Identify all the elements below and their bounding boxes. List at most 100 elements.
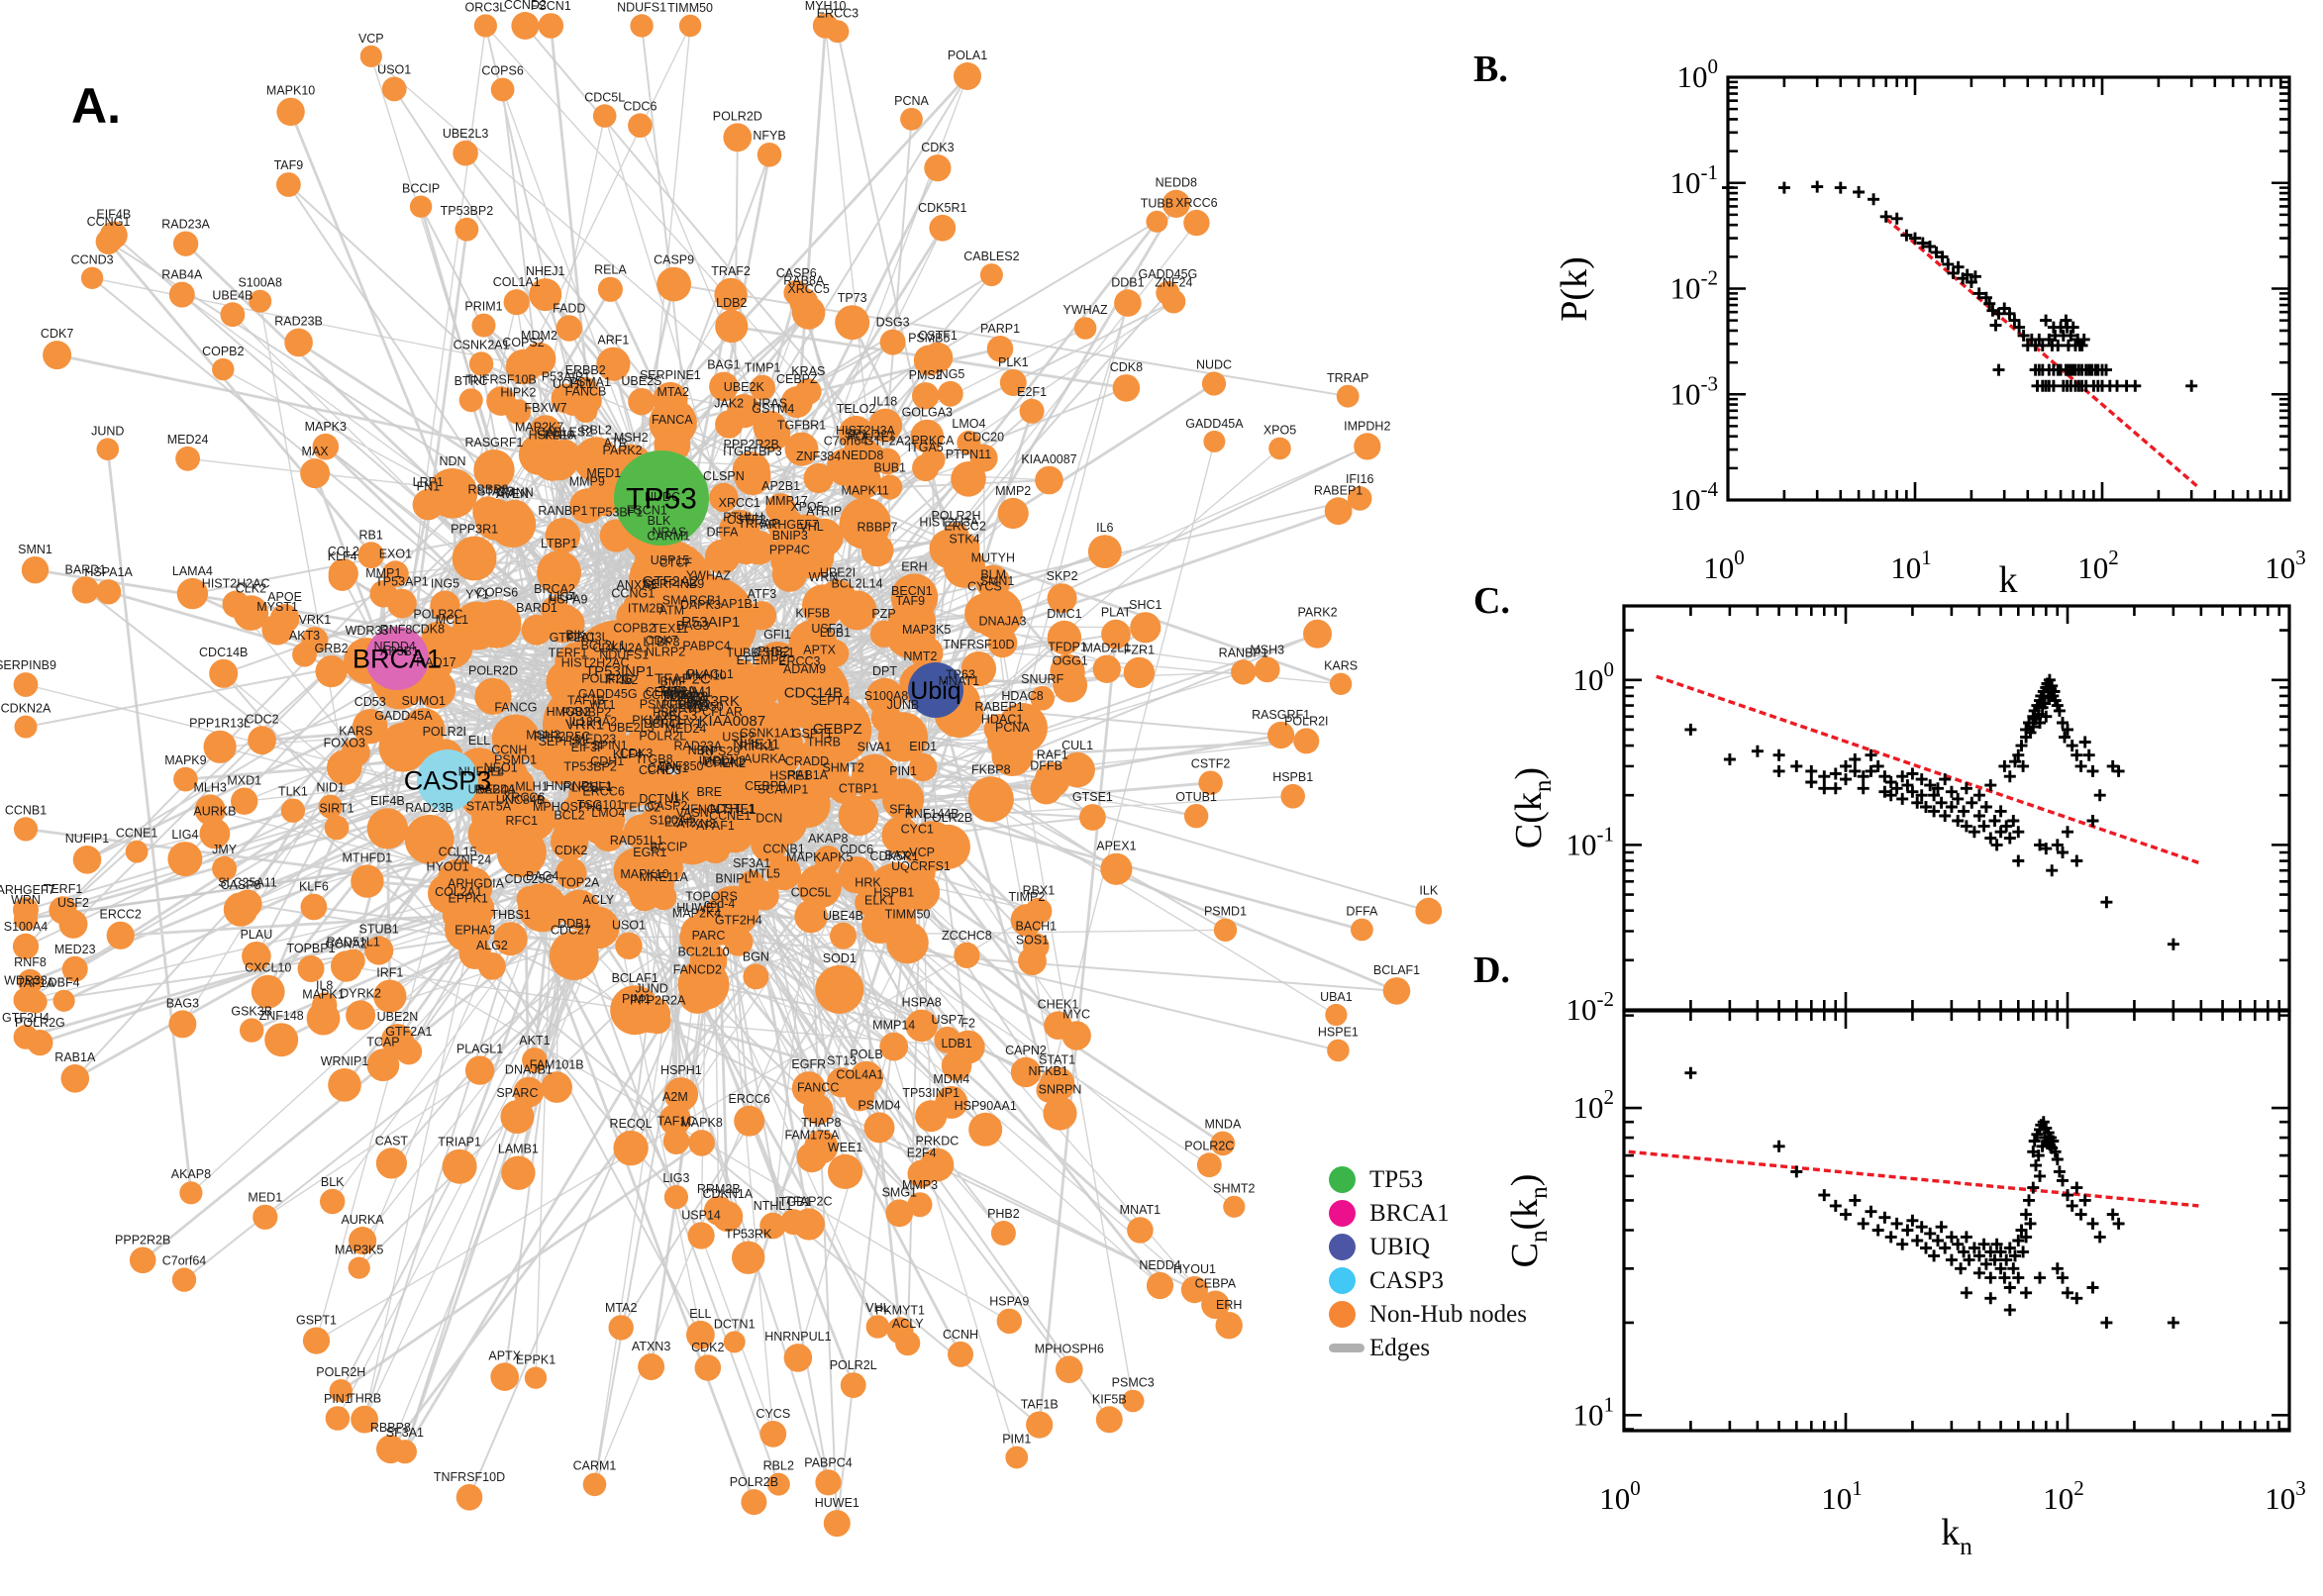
- network-node: [725, 611, 755, 641]
- network-node-label: BNIPL: [715, 872, 751, 886]
- network-node-label: HSPA1A: [84, 565, 133, 579]
- legend-item-ubiq: UBIQ: [1329, 1234, 1527, 1260]
- network-node-label: TP53BP1: [590, 505, 644, 519]
- network-node-label: SF3A1: [733, 856, 770, 870]
- network-node-label: XPO5: [790, 500, 823, 514]
- network-node-label: CCNA2: [326, 937, 367, 950]
- network-node: [1254, 656, 1280, 683]
- network-node: [327, 749, 362, 785]
- network-node-label: KIF5B: [1092, 1392, 1127, 1406]
- network-node: [1010, 1056, 1042, 1088]
- network-node-label: CDC2: [246, 712, 279, 726]
- network-node-label: GTF2A2: [643, 573, 699, 590]
- network-node: [723, 1331, 746, 1353]
- network-node-label: TIMP2: [1008, 890, 1045, 904]
- network-node: [838, 795, 879, 837]
- axis-tick-label: 100: [1677, 54, 1719, 94]
- network-node-label: ACLY: [892, 1317, 924, 1331]
- network-node-label: RAB4A: [475, 782, 517, 796]
- network-node: [382, 560, 409, 588]
- axis-tick-label: 101: [1573, 1392, 1615, 1432]
- legend-item-label: CASP3: [1369, 1267, 1445, 1294]
- network-node: [248, 726, 276, 755]
- network-node: [1034, 761, 1070, 798]
- network-node: [759, 1421, 787, 1447]
- network-node: [1203, 430, 1226, 452]
- network-node-label: MED23: [54, 943, 96, 956]
- network-node-label: MAPK3: [305, 420, 347, 434]
- network-node-label: MSH2: [614, 431, 649, 445]
- network-node-label: WRNIP1: [321, 1054, 369, 1068]
- network-node-label: RAD23A: [161, 218, 210, 232]
- network-node-label: TAF1A: [658, 684, 697, 698]
- network-node-label: ZNF24: [454, 853, 491, 867]
- network-node-label: APTX: [488, 1348, 521, 1362]
- network-node: [167, 842, 203, 877]
- network-node-label: MAPKAPK5: [786, 850, 853, 864]
- legend-item-label: BRCA1: [1369, 1200, 1450, 1227]
- network-node-label: SHC1: [1129, 598, 1162, 612]
- network-node-label: TRIAP1: [438, 1136, 481, 1149]
- network-node-label: CCNB1: [5, 803, 47, 817]
- network-node-label: UBE2L3: [608, 721, 655, 735]
- network-node-label: COL2A1: [435, 885, 482, 899]
- network-node: [877, 712, 929, 762]
- network-node-label: TP63: [946, 667, 975, 681]
- network-node: [264, 1023, 299, 1057]
- network-node-label: MTL5: [749, 867, 780, 881]
- network-node-label: PLAT: [1101, 606, 1132, 620]
- network-node-label: BAG3: [166, 996, 199, 1010]
- network-node-label: IL8: [316, 979, 333, 993]
- network-node: [660, 731, 701, 770]
- network-node: [315, 655, 348, 688]
- network-node-label: CSF1: [581, 780, 613, 794]
- network-node-label: S100A4: [650, 814, 694, 828]
- network-node-label: FAM175A: [784, 1129, 840, 1143]
- network-node-label: CDKN2A: [1, 702, 51, 716]
- axis-tick-label: 101: [1890, 546, 1932, 585]
- network-node: [1325, 1003, 1348, 1027]
- network-node-label: TP53RK: [683, 693, 740, 710]
- network-node-label: DFFB: [1030, 759, 1062, 773]
- network-node: [590, 652, 617, 679]
- network-node: [1336, 384, 1360, 408]
- network-node: [1327, 1039, 1350, 1062]
- network-node-label: CDK5R1: [870, 849, 919, 863]
- network-node-label: KRAS: [791, 364, 825, 378]
- network-node-label: CDK2: [555, 844, 587, 857]
- network-node: [638, 1353, 665, 1380]
- network-node-label: XRCC6: [1175, 196, 1217, 210]
- network-node-label: MTHFD1: [343, 850, 393, 864]
- network-node-label: CDK7: [41, 327, 73, 341]
- network-node: [473, 449, 515, 491]
- network-node-label: DDB1: [557, 917, 590, 931]
- network-node-label: CLK2: [236, 581, 266, 595]
- network-node: [1050, 653, 1085, 689]
- network-node-label: KARS: [1324, 659, 1358, 673]
- network-node-label: MMP9: [569, 474, 605, 488]
- legend-item-brca1: BRCA1: [1329, 1200, 1527, 1227]
- network-node-label: STAT1: [1039, 1052, 1075, 1066]
- network-node: [851, 753, 897, 800]
- network-node-label: UBE2D1: [467, 782, 516, 796]
- network-node: [555, 857, 587, 889]
- network-node-label: VRK1: [299, 613, 332, 627]
- network-node-label: USF2: [57, 896, 89, 910]
- network-node: [623, 592, 651, 619]
- network-node-label: USO1: [377, 63, 411, 77]
- network-node: [252, 1204, 278, 1230]
- network-node: [1114, 289, 1142, 317]
- network-node: [1303, 619, 1332, 648]
- network-node: [658, 1103, 691, 1136]
- axis-ticks: [1726, 75, 2291, 502]
- network-node-label: HYOU1: [427, 859, 469, 873]
- network-node-label: EID1: [909, 740, 937, 753]
- network-node-label: SEPT4: [811, 694, 851, 708]
- network-node-label: PSMA1: [569, 375, 611, 389]
- network-node: [222, 590, 250, 618]
- network-node: [324, 815, 350, 841]
- network-node-label: ING5: [936, 367, 964, 381]
- network-node-label: PKMYT1: [875, 1303, 925, 1317]
- network-node-label: HRAS: [753, 397, 787, 411]
